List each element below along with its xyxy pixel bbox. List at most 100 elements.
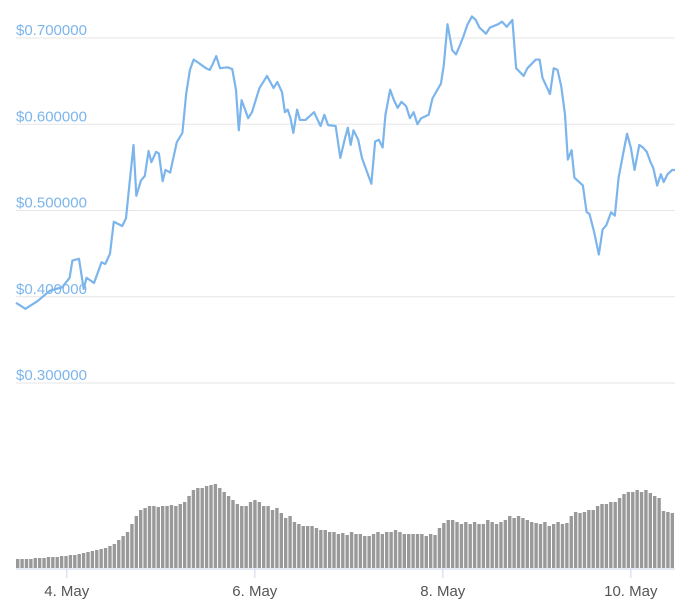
volume-bar (29, 559, 33, 568)
volume-bar (398, 532, 402, 568)
volume-bar (209, 485, 213, 568)
volume-bar (582, 512, 587, 568)
volume-bar (345, 535, 349, 568)
volume-bar (661, 511, 666, 568)
volume-bar (530, 522, 534, 568)
volume-bar (543, 522, 547, 568)
volume-bar (319, 530, 323, 568)
volume-bar (81, 553, 86, 568)
volume-bar (222, 492, 226, 568)
volume-bar (174, 506, 178, 568)
volume-bar (415, 534, 420, 568)
volume-bar (648, 493, 653, 568)
volume-bar (130, 524, 134, 568)
volume-bar (490, 522, 494, 568)
volume-bar (103, 548, 108, 568)
volume-bar (253, 500, 257, 568)
volume-bar (95, 550, 99, 568)
volume-bar (670, 513, 674, 568)
volume-bar (551, 524, 556, 568)
volume-bar (424, 536, 428, 568)
volume-bar (24, 559, 29, 568)
y-tick-label: $0.600000 (16, 108, 87, 125)
volume-bar (349, 532, 354, 568)
volume-bar (204, 486, 209, 568)
volume-bar (147, 506, 152, 568)
volume-bar (626, 492, 631, 568)
volume-bar (244, 506, 248, 568)
volume-bar (560, 524, 565, 568)
volume-bar (134, 516, 139, 568)
volume-bar (64, 556, 68, 568)
volume-bar (108, 546, 112, 568)
volume-bar (297, 524, 301, 568)
volume-bar (455, 522, 459, 568)
volume-bar (305, 526, 310, 568)
volume-bar (609, 502, 613, 568)
volume-bar (428, 534, 433, 568)
volume-bar (565, 523, 569, 568)
volume-bar (257, 502, 262, 568)
volume-bar (657, 498, 661, 568)
volume-bar (42, 558, 46, 568)
volume-bar (196, 488, 200, 568)
volume-bar (213, 484, 218, 568)
volume-bar (301, 526, 305, 568)
volume-bar (376, 532, 380, 568)
volume-bar (292, 522, 297, 568)
volume-bar (639, 492, 644, 568)
volume-bar (231, 500, 235, 568)
volume-bar (508, 516, 512, 568)
volume-bar (358, 534, 363, 568)
volume-bar (16, 559, 20, 568)
x-tick-label: 10. May (604, 583, 658, 600)
volume-bar (468, 524, 472, 568)
volume-bar (420, 534, 424, 568)
volume-bar (604, 504, 609, 568)
volume-bar (178, 504, 182, 568)
volume-bar (512, 518, 516, 568)
volume-bar (218, 488, 222, 568)
volume-bar (226, 496, 231, 568)
price-line (15, 15, 675, 310)
volume-bar (156, 507, 160, 568)
y-tick-label: $0.500000 (16, 195, 87, 212)
volume-bar (486, 520, 490, 568)
volume-bar (499, 522, 503, 568)
volume-bar (494, 524, 499, 568)
volume-bar (77, 554, 81, 568)
volume-bar (90, 551, 95, 568)
volume-bar (200, 488, 204, 568)
volume-bar (380, 534, 385, 568)
volume-bar (450, 520, 455, 568)
volume-bar (262, 506, 266, 568)
volume-bar (600, 504, 604, 568)
volume-bar (481, 524, 486, 568)
volume-bar (323, 530, 327, 568)
volume-bar (240, 506, 244, 568)
volume-bar (327, 532, 332, 568)
volume-bar (354, 534, 358, 568)
volume-bar (270, 510, 275, 568)
volume-bar (459, 524, 464, 568)
volume-bar (160, 506, 165, 568)
volume-bar (248, 502, 253, 568)
volume-bar (556, 522, 560, 568)
volume-bar (279, 513, 283, 568)
volume-bar (411, 534, 415, 568)
volume-bar (182, 502, 187, 568)
volume-bar (187, 496, 191, 568)
volume-bar (464, 522, 468, 568)
volume-bar (622, 494, 626, 568)
volume-bar (37, 558, 42, 568)
volume-bar (617, 498, 622, 568)
volume-bar (165, 506, 169, 568)
volume-bar (534, 523, 538, 568)
volume-bar (143, 508, 147, 568)
volume-bar (117, 540, 121, 568)
volume-bar (314, 528, 319, 568)
volume-bar (477, 524, 481, 568)
volume-bar (389, 532, 393, 568)
volume-bar (55, 557, 59, 568)
